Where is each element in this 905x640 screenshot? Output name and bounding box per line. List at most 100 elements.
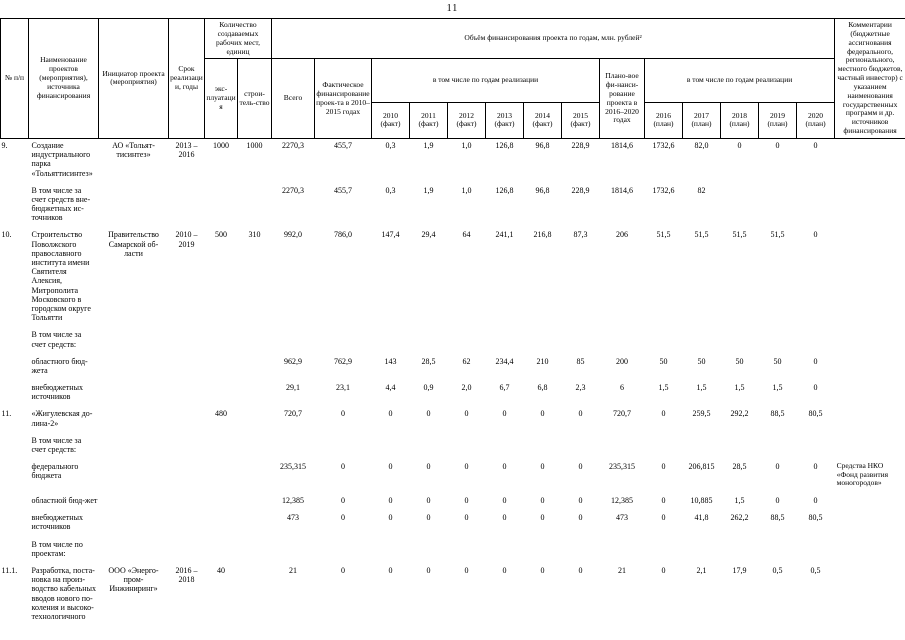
jobs-construction-cell (238, 407, 272, 433)
value-cell: 0 (341, 409, 345, 419)
comment-cell (835, 381, 905, 407)
value-cell: 50 (773, 356, 782, 366)
value-cell: 0 (661, 566, 666, 576)
value-cell (645, 434, 683, 460)
value-cell: 0 (661, 409, 666, 419)
value-cell: 1,9 (423, 140, 434, 150)
value-cell: 4,4 (385, 383, 396, 393)
value-cell: 0 (502, 496, 507, 506)
project-name-cell: В том числе за счет средств вне-бюджетны… (31, 185, 91, 223)
value-cell (797, 328, 835, 354)
value-cell: 0 (540, 496, 545, 506)
value-cell (272, 328, 315, 354)
project-name-cell: В том числе за счет средств: (31, 435, 82, 455)
comment-cell (835, 138, 905, 183)
value-cell (562, 434, 600, 460)
table-row: 11.1. Разработка, поста-новка на произ-во… (1, 564, 905, 627)
comment-cell (835, 228, 905, 328)
years-cell (169, 494, 205, 511)
value-cell: 1814,6 (611, 140, 633, 150)
col-header-project-name: Наименование проектов (мероприятия), ист… (28, 18, 99, 139)
value-cell (600, 434, 645, 460)
value-cell: 50 (659, 356, 668, 366)
value-cell: 2270,3 (282, 140, 304, 150)
value-cell (645, 328, 683, 354)
years-cell (169, 381, 205, 407)
comment-cell (835, 511, 905, 537)
years-cell (169, 511, 205, 537)
col-header-year-2017: 2017 (план) (682, 101, 721, 139)
value-cell: 206 (616, 230, 628, 240)
value-cell: 0 (661, 462, 666, 472)
initiator-cell: ООО «Энерго-пром-Инжиниринг» (108, 566, 159, 594)
value-cell: 82,0 (694, 140, 709, 150)
value-cell (448, 538, 486, 564)
comment-cell (835, 328, 905, 354)
value-cell: 292,2 (730, 409, 749, 419)
row-number-cell (1, 511, 29, 537)
initiator-cell: Правительство Самарской об-ласти (108, 230, 159, 258)
years-cell: 2013 – 2016 (175, 140, 198, 160)
value-cell: 0 (502, 462, 507, 472)
col-header-year-2010: 2010 (факт) (371, 101, 410, 139)
initiator-cell (99, 511, 169, 537)
value-cell: 0 (388, 513, 393, 523)
jobs-construction-cell (238, 538, 272, 564)
col-header-jobs-construction: строи-тель-ство (237, 58, 272, 139)
col-header-year-2019: 2019 (план) (758, 101, 797, 139)
value-cell: 0 (426, 496, 431, 506)
value-cell: 85 (576, 356, 585, 366)
col-header-fact-total: Фактическое финансирование проек-та в 20… (314, 58, 372, 139)
value-cell (524, 434, 562, 460)
jobs-operation-cell (205, 184, 238, 229)
value-cell: 6,7 (499, 383, 510, 393)
col-header-year-2014: 2014 (факт) (523, 101, 562, 139)
value-cell: 88,5 (770, 513, 785, 523)
table-row: В том числе за счет средств: (1, 328, 905, 354)
value-cell (315, 328, 372, 354)
jobs-construction-cell: 310 (248, 230, 261, 240)
value-cell (272, 434, 315, 460)
project-name-cell: В том числе по проектам: (31, 539, 83, 558)
value-cell: 51,5 (770, 230, 785, 240)
value-cell: 455,7 (334, 185, 352, 195)
col-header-years: Срок реализации, годы (168, 18, 205, 139)
col-header-num: № п/п (0, 18, 29, 139)
jobs-operation-cell (205, 511, 238, 537)
value-cell: 0 (813, 356, 818, 366)
value-cell: 0 (737, 140, 742, 150)
value-cell: 0 (775, 140, 780, 150)
value-cell (524, 328, 562, 354)
value-cell: 473 (287, 513, 299, 523)
row-number-cell (1, 381, 29, 407)
value-cell: 126,8 (495, 185, 514, 195)
value-cell (721, 434, 759, 460)
value-cell (372, 434, 410, 460)
table-row: областного бюд-жета 962,9 762,9 143 28,5 62 23… (1, 355, 905, 381)
value-cell: 12,385 (611, 496, 633, 506)
value-cell (562, 538, 600, 564)
value-cell: 0 (464, 496, 469, 506)
value-cell: 147,4 (381, 230, 400, 240)
value-cell: 0 (661, 496, 666, 506)
value-cell (410, 328, 448, 354)
years-cell (169, 460, 205, 494)
years-cell (169, 355, 205, 381)
value-cell: 206,815 (688, 462, 715, 472)
project-name-cell: федерального бюджета (31, 462, 79, 481)
table-header: № п/п Наименование проектов (мероприятия… (0, 17, 905, 139)
table-body: 9. Создание индустриального парка «Тольят… (1, 138, 905, 627)
table-row: В том числе по проектам: (1, 538, 905, 564)
initiator-cell (99, 355, 169, 381)
value-cell: 1,5 (734, 383, 745, 393)
value-cell (524, 538, 562, 564)
value-cell (372, 538, 410, 564)
value-cell (759, 328, 797, 354)
years-cell (169, 328, 205, 354)
jobs-operation-cell (205, 355, 238, 381)
col-header-initiator: Инициатор проекта (мероприятия) (98, 18, 169, 139)
col-header-total: Всего (271, 58, 315, 139)
project-name-cell: областного бюд-жета (31, 356, 88, 375)
years-cell: 2010 – 2019 (175, 230, 198, 249)
value-cell: 0,3 (385, 185, 396, 195)
